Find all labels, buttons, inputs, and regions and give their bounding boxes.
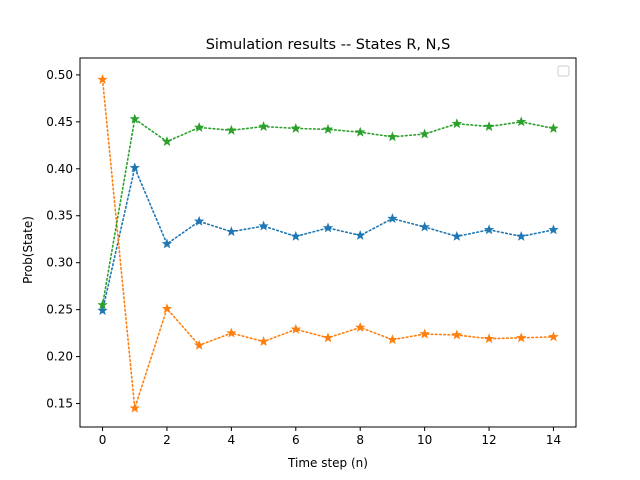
x-tick-label: 4 [228,433,236,447]
series-2-point [97,74,108,85]
series-2-point [516,332,527,343]
series-3-point [161,136,173,146]
plot-frame [79,57,577,428]
series-1-point [161,238,173,249]
chart-title: Simulation results -- States R, N,S [206,37,451,53]
x-axis-title: Time step (n) [287,456,368,470]
series-2-point [258,336,269,346]
series-2-point [451,329,463,340]
series-3-point [451,118,463,129]
series-1-point [226,226,237,237]
series-3-point [226,124,237,135]
y-axis-title: Prob(State) [21,216,35,284]
series-2-point [548,331,559,342]
series-3-point [129,113,140,124]
series-1-point [258,220,269,231]
series-1-point [387,213,398,223]
series-2-point [129,402,140,413]
series-3-point [548,122,559,133]
series-3-point [322,123,334,134]
y-tick-label: 0.20 [46,350,73,364]
series-3-point [419,128,430,139]
x-tick-label: 14 [546,433,561,447]
series-3-point [258,121,269,131]
y-tick-label: 0.45 [46,115,73,129]
series-2-point [193,339,205,350]
series-3-point [355,126,366,137]
series-3 [97,113,559,310]
series-1-point [355,230,366,240]
series-3-point [290,122,301,133]
x-tick-label: 6 [292,433,300,447]
series-1-line [101,165,555,312]
series-2-point [322,332,334,343]
series-3-line [101,117,555,306]
series-2-point [355,322,366,332]
series-2-point [226,327,237,338]
x-tick-label: 2 [163,433,171,447]
x-tick-label: 12 [481,433,496,447]
series-1-point [129,162,140,173]
legend-box [557,65,570,77]
y-tick-label: 0.35 [46,209,73,223]
series-2-point [161,303,173,314]
y-tick-label: 0.40 [46,162,73,176]
series-3-point [387,131,398,142]
series-1-point [483,224,495,235]
series-2-point [290,323,301,334]
y-tick-label: 0.15 [46,397,73,411]
x-tick-label: 10 [417,433,432,447]
series-1-point [419,221,430,232]
series-2-point [419,328,430,339]
series-1-point [193,215,205,226]
series-1-point [548,224,559,235]
y-tick-label: 0.25 [46,303,73,317]
series-1-point [97,305,108,315]
series-3-point [193,122,205,132]
axes: 0 2 4 6 8 10 12 14 0.15 0.20 0.25 0.30 0.35 0.40 0.45 0… [46,57,577,447]
y-tick-label: 0.30 [46,256,73,270]
series-3-point [97,299,108,310]
x-tick-label: 8 [356,433,364,447]
series-3-point [516,116,527,127]
series-1-point [516,230,527,241]
series-1-point [451,230,463,241]
series-2 [97,74,559,413]
y-tick-label: 0.50 [46,68,73,82]
plot-area [97,74,559,413]
x-tick-label: 0 [99,433,107,447]
series-1 [97,162,559,315]
series-2-point [483,333,495,344]
series-1-point [290,230,301,241]
series-1-point [322,222,334,233]
series-2-point [387,334,398,345]
series-3-point [483,121,495,131]
